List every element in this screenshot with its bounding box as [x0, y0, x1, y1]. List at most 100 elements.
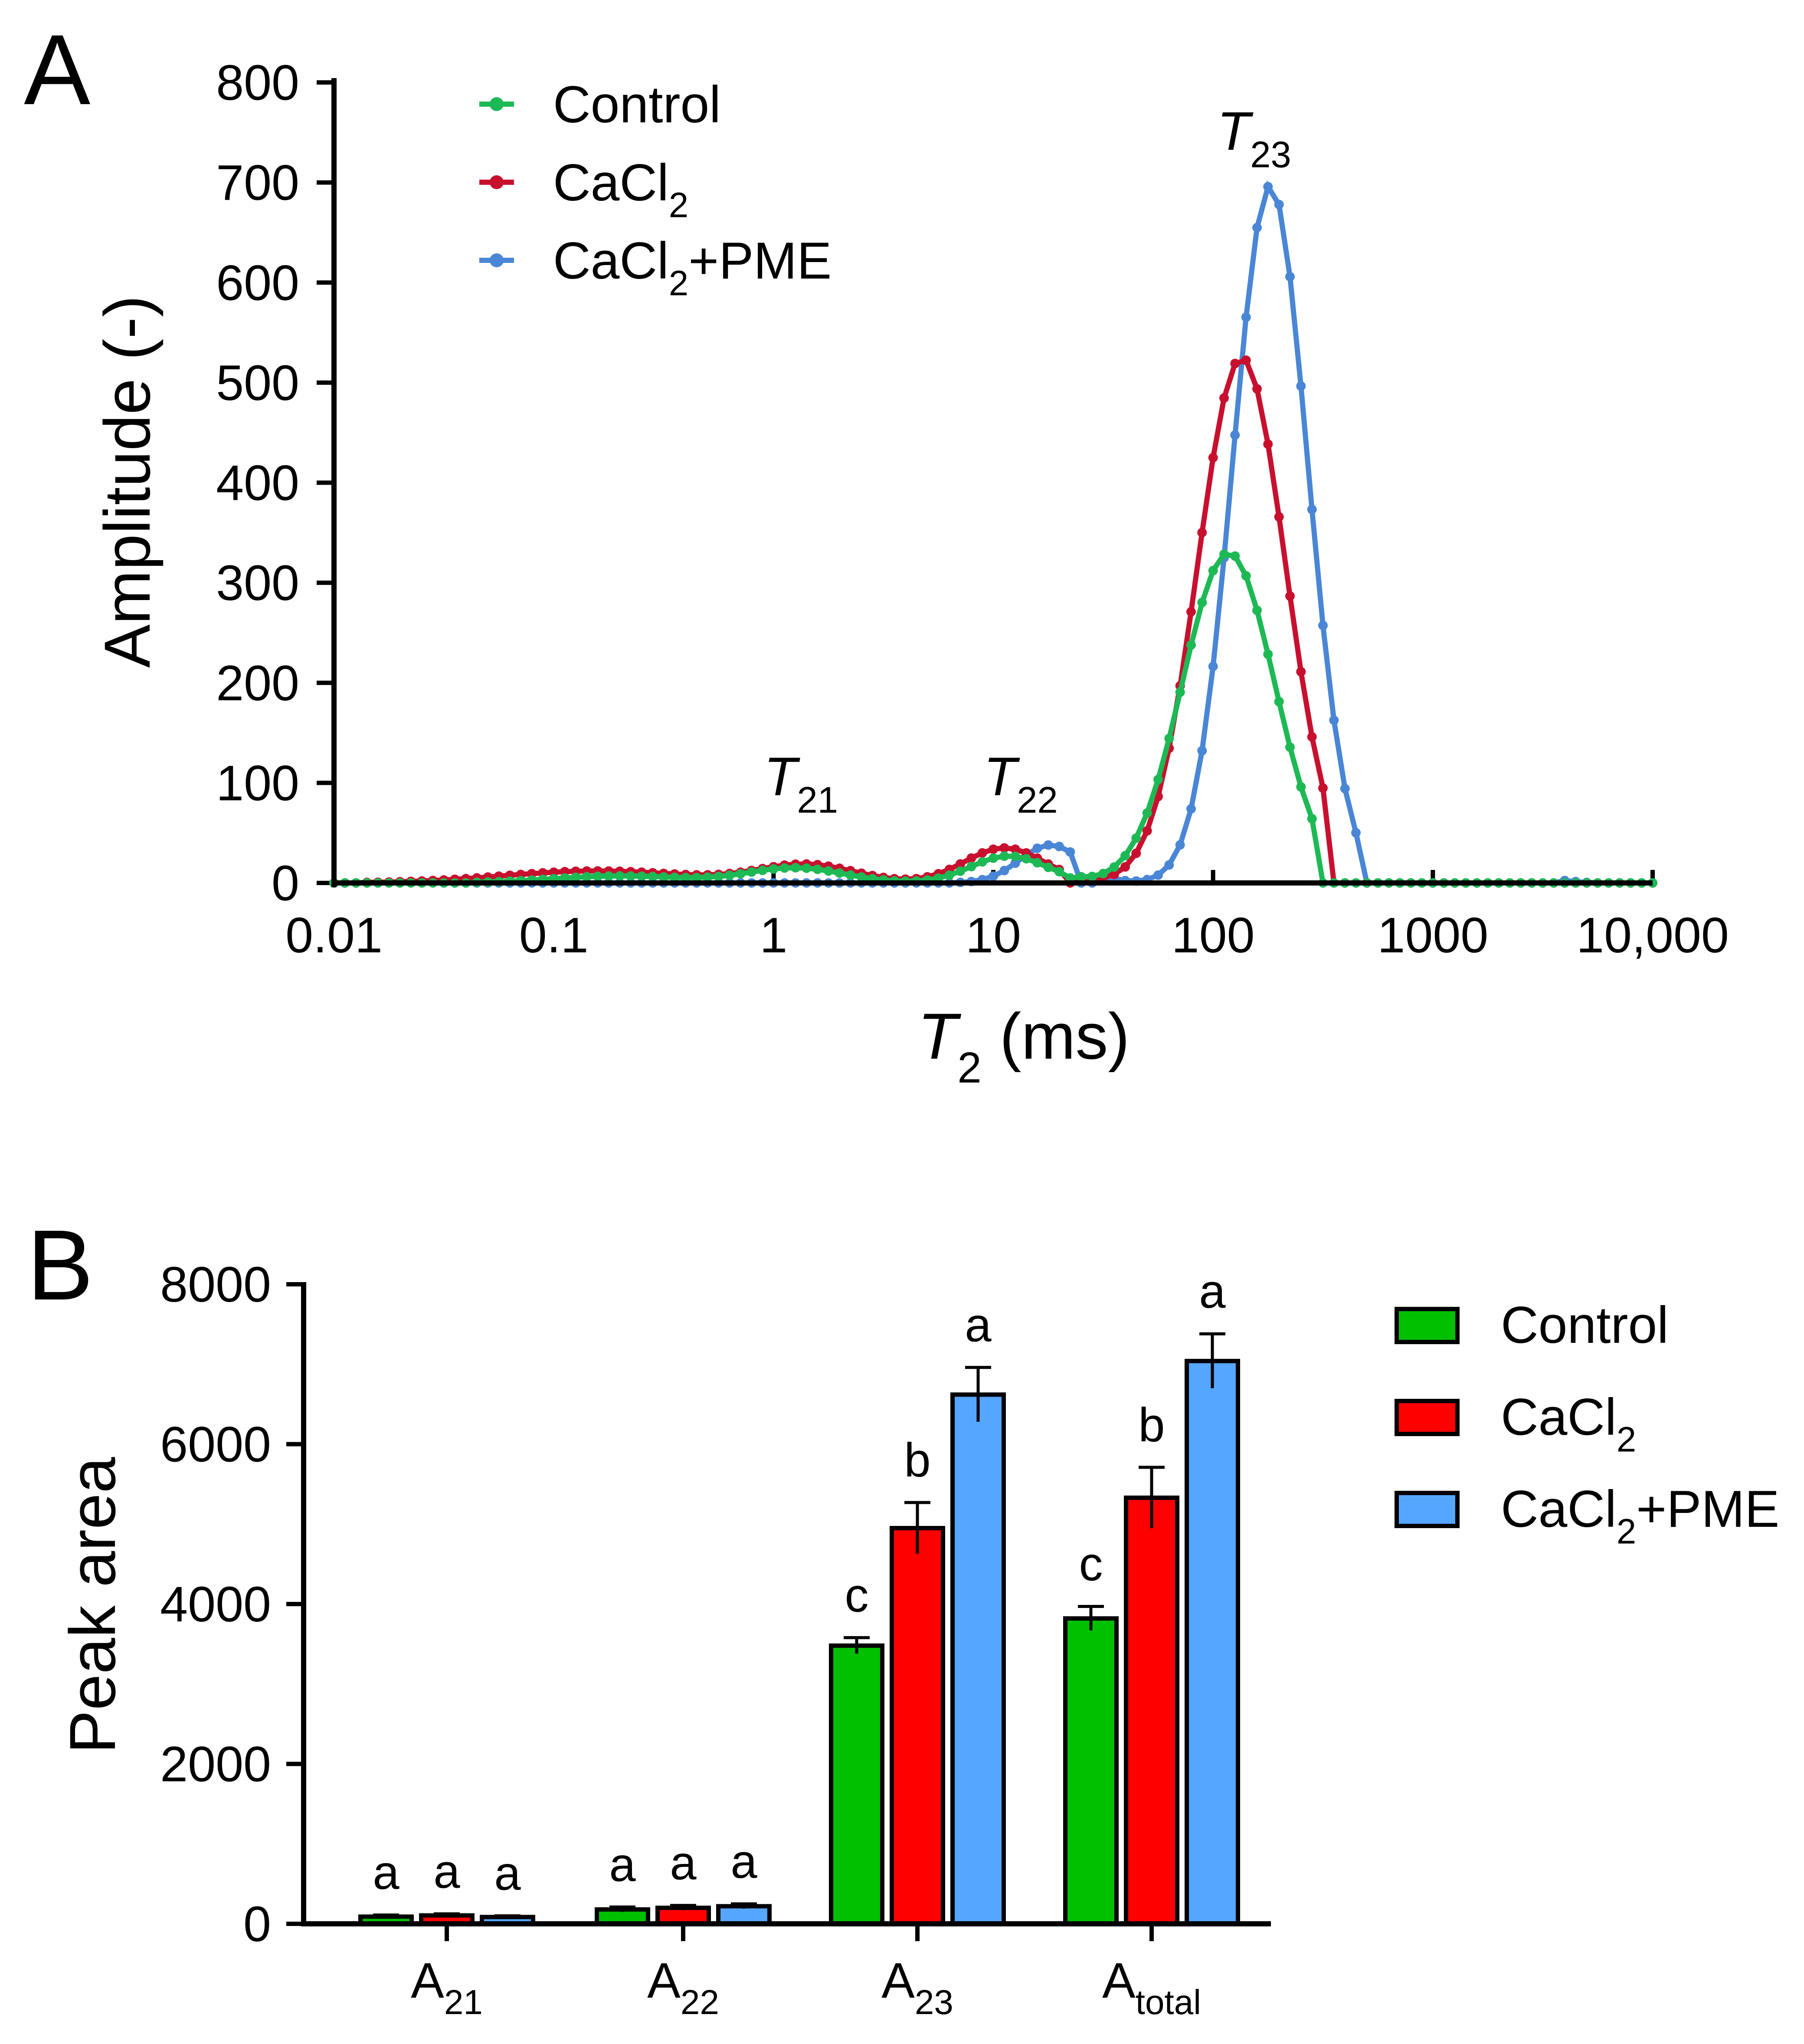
data-point-control [1120, 851, 1130, 861]
data-point-control [835, 868, 845, 878]
bar-bar_cacl2 [890, 1526, 945, 1926]
data-point-control [779, 863, 789, 873]
data-point-pme [1340, 784, 1350, 794]
data-point-cacl2 [1120, 862, 1130, 872]
data-point-control [571, 873, 581, 883]
data-point-cacl2 [1307, 732, 1317, 742]
data-point-control [1252, 605, 1262, 615]
data-point-cacl2 [1318, 783, 1328, 793]
legend-label-control: Control [553, 75, 721, 134]
significance-letter: c [845, 1568, 869, 1622]
legend-label-bar_pme: CaCl2+PME [1501, 1480, 1779, 1551]
series-line-control [334, 551, 1653, 886]
data-point-cacl2 [1252, 384, 1262, 394]
data-point-pme [1153, 870, 1163, 880]
data-point-pme [1175, 840, 1185, 850]
data-point-control [637, 871, 647, 881]
data-point-cacl2 [1263, 439, 1273, 449]
bar-bar_pme [716, 1904, 772, 1926]
data-point-pme [1065, 847, 1075, 857]
data-point-control [1054, 867, 1064, 877]
data-point-pme [1274, 200, 1284, 210]
y-tick-label: 4000 [160, 1577, 271, 1632]
panel-a-y-axis-title: Amplitude (-) [91, 295, 164, 668]
legend-label-bar_cacl2: CaCl2 [1501, 1388, 1636, 1459]
y-tick-label: 2000 [160, 1737, 271, 1792]
panel-b-x-ticks: A21 A22 A23 Atotal [411, 1924, 1201, 2021]
panel-a-y-ticks: 0 100 200 300 400 500 600 700 800 [216, 55, 334, 911]
data-point-pme [1032, 843, 1042, 853]
data-point-cacl2 [1142, 826, 1152, 836]
data-point-control [1010, 851, 1020, 861]
legend-marker-control [490, 97, 504, 111]
legend-marker-cacl2 [490, 175, 504, 189]
data-point-control [1307, 814, 1317, 824]
data-point-control [746, 867, 756, 877]
significance-letter: a [609, 1838, 636, 1891]
data-point-pme [1351, 828, 1361, 838]
data-point-cacl2 [1274, 512, 1284, 522]
data-point-cacl2 [1296, 667, 1306, 677]
data-point-control [714, 872, 724, 881]
data-point-pme [1296, 381, 1306, 391]
panel-a-x-axis-title: T2 (ms) [918, 1000, 1130, 1092]
data-point-pme [1263, 182, 1273, 192]
significance-letter: a [373, 1846, 399, 1900]
data-point-pme [1043, 840, 1053, 850]
significance-letter: b [904, 1434, 930, 1487]
y-tick-label: 700 [216, 155, 299, 211]
data-point-control [1142, 808, 1152, 818]
x-category-label: A21 [411, 1953, 483, 2021]
data-point-control [593, 871, 602, 881]
x-tick-label: 10 [966, 908, 1021, 963]
data-point-control [725, 870, 734, 880]
x-tick-label: 0.01 [285, 908, 383, 963]
data-point-control [1274, 697, 1284, 707]
data-point-control [956, 866, 965, 876]
data-point-control [812, 864, 822, 874]
data-point-control [1043, 863, 1053, 873]
data-point-cacl2 [1219, 393, 1229, 403]
data-point-cacl2 [1285, 591, 1295, 601]
data-point-control [1197, 597, 1207, 607]
bar-bar_control [829, 1643, 884, 1926]
data-point-control [1230, 551, 1240, 561]
data-point-control [626, 871, 635, 881]
data-point-control [999, 851, 1009, 861]
peak-annotation: T23 [1217, 101, 1291, 175]
data-point-control [1285, 742, 1295, 752]
data-point-control [824, 866, 833, 876]
y-tick-label: 300 [216, 555, 299, 611]
y-tick-label: 6000 [160, 1417, 271, 1473]
data-point-pme [1241, 312, 1251, 322]
data-point-control [1219, 549, 1229, 559]
panel-label-a: A [24, 14, 90, 125]
legend-swatch-bar_control [1395, 1307, 1460, 1344]
data-point-cacl2 [1197, 528, 1207, 538]
data-point-control [736, 869, 746, 879]
data-point-control [1032, 858, 1042, 868]
data-point-pme [1010, 858, 1020, 868]
significance-letter: a [730, 1835, 757, 1888]
panel-a-annotations: T21 T22 T23 [764, 101, 1291, 821]
data-point-cacl2 [1010, 844, 1020, 854]
data-point-control [1164, 734, 1174, 743]
significance-letter: a [433, 1845, 460, 1898]
peak-annotation: T22 [984, 747, 1058, 821]
x-tick-label: 0.1 [519, 908, 589, 963]
data-point-control [1109, 862, 1119, 872]
data-point-control [1208, 566, 1218, 576]
significance-letter: b [1138, 1398, 1165, 1452]
data-point-control [1296, 782, 1306, 792]
y-tick-label: 400 [216, 456, 299, 511]
data-point-cacl2 [977, 848, 987, 858]
data-point-pme [1307, 505, 1317, 515]
data-point-pme [1230, 430, 1240, 440]
data-point-pme [1285, 272, 1295, 282]
bar-bar_pme [950, 1392, 1006, 1926]
data-point-control [758, 866, 767, 875]
data-point-control [1098, 869, 1108, 879]
data-point-control [1087, 872, 1097, 882]
legend-label-pme: CaCl2+PME [553, 232, 832, 303]
